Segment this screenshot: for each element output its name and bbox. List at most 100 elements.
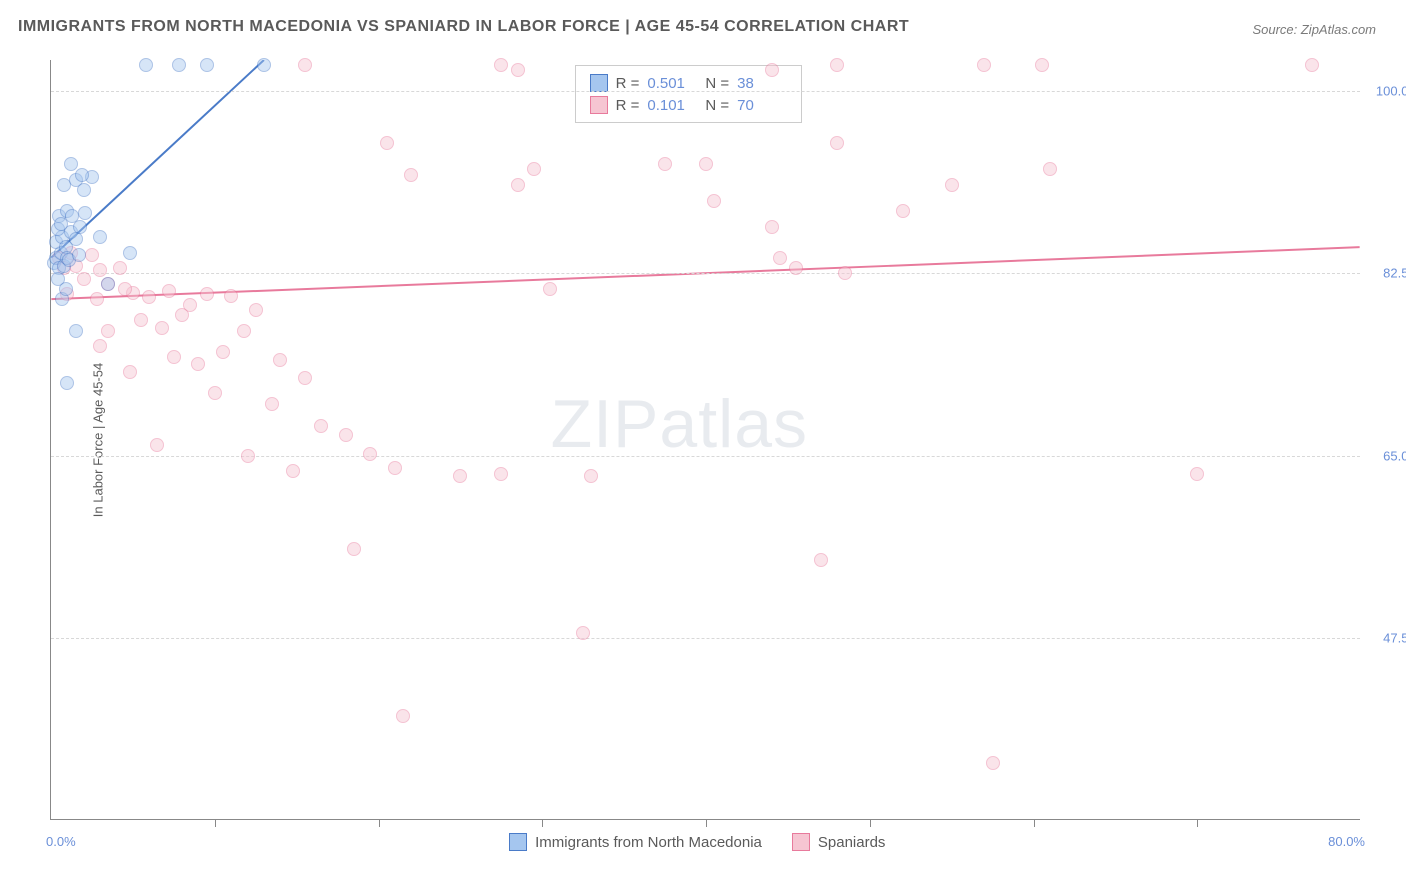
data-point xyxy=(64,157,78,171)
data-point xyxy=(77,183,91,197)
bottom-legend-label-a: Immigrants from North Macedonia xyxy=(535,834,762,851)
data-point xyxy=(404,168,418,182)
data-point xyxy=(339,428,353,442)
data-point xyxy=(72,248,86,262)
bottom-legend-label-b: Spaniards xyxy=(818,834,886,851)
x-axis-min-label: 0.0% xyxy=(46,834,76,849)
data-point xyxy=(765,63,779,77)
watermark-zip: ZIP xyxy=(551,386,660,462)
legend-n-value-a: 38 xyxy=(737,75,787,92)
data-point xyxy=(77,272,91,286)
legend-r-label-b: R = xyxy=(616,97,640,114)
data-point xyxy=(257,58,271,72)
data-point xyxy=(977,58,991,72)
data-point xyxy=(78,206,92,220)
bottom-legend: Immigrants from North Macedonia Spaniard… xyxy=(509,833,885,851)
data-point xyxy=(789,261,803,275)
data-point xyxy=(347,542,361,556)
legend-swatch-a xyxy=(590,74,608,92)
data-point xyxy=(1305,58,1319,72)
data-point xyxy=(896,204,910,218)
data-point xyxy=(388,461,402,475)
data-point xyxy=(175,308,189,322)
data-point xyxy=(216,345,230,359)
legend-row-series-b: R = 0.101 N = 70 xyxy=(590,94,788,116)
data-point xyxy=(576,626,590,640)
data-point xyxy=(75,168,89,182)
data-point xyxy=(773,251,787,265)
data-point xyxy=(118,282,132,296)
x-axis-tick xyxy=(379,819,380,827)
regression-lines xyxy=(51,60,1360,819)
data-point xyxy=(286,464,300,478)
data-point xyxy=(1035,58,1049,72)
gridline-horizontal xyxy=(51,91,1360,92)
watermark-atlas: atlas xyxy=(659,386,808,462)
data-point xyxy=(707,194,721,208)
data-point xyxy=(380,136,394,150)
data-point xyxy=(73,220,87,234)
chart-title: IMMIGRANTS FROM NORTH MACEDONIA VS SPANI… xyxy=(18,18,909,36)
source-attribution: Source: ZipAtlas.com xyxy=(1252,22,1376,37)
data-point xyxy=(93,339,107,353)
data-point xyxy=(123,365,137,379)
data-point xyxy=(113,261,127,275)
data-point xyxy=(241,449,255,463)
data-point xyxy=(945,178,959,192)
data-point xyxy=(90,292,104,306)
data-point xyxy=(139,58,153,72)
data-point xyxy=(123,246,137,260)
data-point xyxy=(249,303,263,317)
data-point xyxy=(150,438,164,452)
data-point xyxy=(658,157,672,171)
data-point xyxy=(93,263,107,277)
legend-n-label-b: N = xyxy=(705,97,729,114)
data-point xyxy=(101,324,115,338)
data-point xyxy=(54,217,68,231)
bottom-swatch-a xyxy=(509,833,527,851)
data-point xyxy=(527,162,541,176)
legend-swatch-b xyxy=(590,96,608,114)
x-axis-tick xyxy=(706,819,707,827)
data-point xyxy=(298,371,312,385)
y-axis-tick-label: 47.5% xyxy=(1383,630,1406,645)
data-point xyxy=(85,248,99,262)
data-point xyxy=(494,58,508,72)
bottom-swatch-b xyxy=(792,833,810,851)
data-point xyxy=(814,553,828,567)
data-point xyxy=(1190,467,1204,481)
gridline-horizontal xyxy=(51,273,1360,274)
data-point xyxy=(494,467,508,481)
data-point xyxy=(69,232,83,246)
y-axis-tick-label: 65.0% xyxy=(1383,448,1406,463)
data-point xyxy=(200,287,214,301)
data-point xyxy=(172,58,186,72)
data-point xyxy=(543,282,557,296)
data-point xyxy=(273,353,287,367)
x-axis-max-label: 80.0% xyxy=(1328,834,1365,849)
data-point xyxy=(765,220,779,234)
data-point xyxy=(200,58,214,72)
data-point xyxy=(830,136,844,150)
data-point xyxy=(314,419,328,433)
data-point xyxy=(265,397,279,411)
data-point xyxy=(167,350,181,364)
data-point xyxy=(59,282,73,296)
legend-n-label-a: N = xyxy=(705,75,729,92)
x-axis-tick xyxy=(1197,819,1198,827)
x-axis-tick xyxy=(215,819,216,827)
data-point xyxy=(134,313,148,327)
data-point xyxy=(298,58,312,72)
data-point xyxy=(511,178,525,192)
legend-r-label-a: R = xyxy=(616,75,640,92)
data-point xyxy=(162,284,176,298)
legend-r-value-a: 0.501 xyxy=(647,75,697,92)
data-point xyxy=(155,321,169,335)
data-point xyxy=(584,469,598,483)
x-axis-tick xyxy=(870,819,871,827)
data-point xyxy=(396,709,410,723)
bottom-legend-item-a: Immigrants from North Macedonia xyxy=(509,833,762,851)
data-point xyxy=(142,290,156,304)
data-point xyxy=(511,63,525,77)
data-point xyxy=(237,324,251,338)
